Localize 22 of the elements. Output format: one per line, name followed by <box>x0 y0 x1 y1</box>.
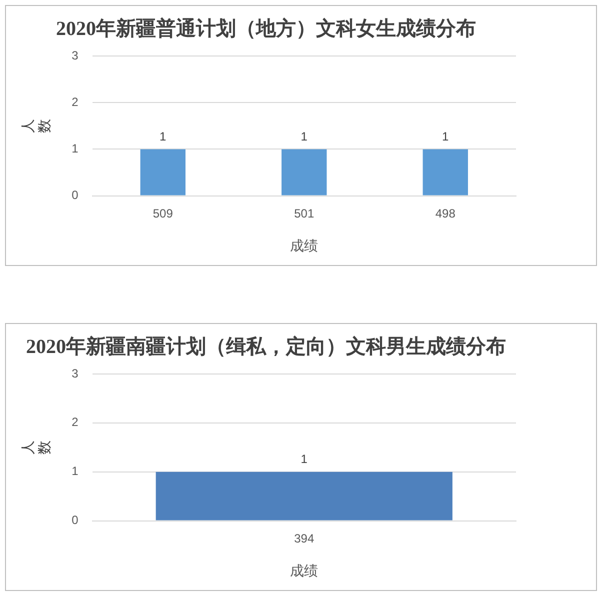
y-axis-title: 人数 <box>19 118 52 133</box>
data-label: 1 <box>300 130 308 144</box>
y-tick-label: 3 <box>72 366 79 380</box>
y-tick-label: 3 <box>72 48 79 62</box>
y-tick-label: 1 <box>72 142 79 156</box>
y-tick-label: 2 <box>72 94 79 109</box>
data-label: 1 <box>160 130 167 144</box>
y-tick-label: 0 <box>72 188 79 202</box>
x-axis-title: 成绩 <box>290 237 318 254</box>
chart-title: 2020年新疆南疆计划（缉私，定向）文科男生成绩分布 <box>26 335 506 358</box>
x-axis-title: 成绩 <box>290 562 318 578</box>
x-tick-label: 501 <box>294 206 314 220</box>
y-tick-label: 1 <box>72 464 79 478</box>
data-label: 1 <box>300 452 308 466</box>
x-tick-label: 394 <box>294 531 314 546</box>
y-tick-label: 2 <box>72 415 79 430</box>
chart-title: 2020年新疆普通计划（地方）文科女生成绩分布 <box>56 17 476 40</box>
x-tick-label: 498 <box>435 206 456 220</box>
x-tick-label: 509 <box>152 206 174 220</box>
y-axis-title: 人数 <box>19 440 52 454</box>
y-tick-label: 0 <box>72 513 79 528</box>
data-label: 1 <box>442 130 450 144</box>
